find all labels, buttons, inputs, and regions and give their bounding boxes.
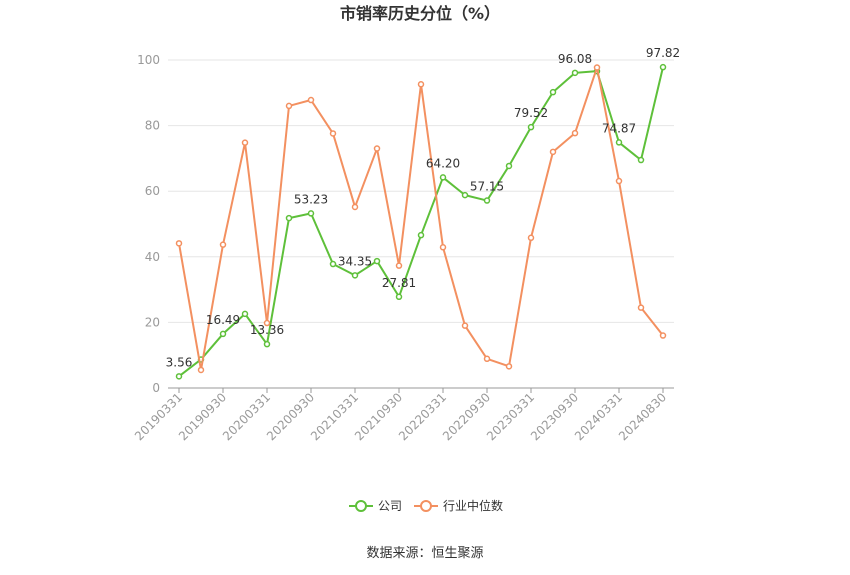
data-point (659, 332, 667, 339)
data-point (307, 96, 315, 104)
y-tick-label: 0 (152, 381, 160, 395)
y-tick-label: 20 (145, 315, 160, 329)
data-point (395, 293, 403, 301)
data-label: 96.08 (558, 52, 592, 66)
data-point (285, 214, 293, 222)
data-point (527, 123, 535, 131)
data-point (637, 156, 645, 164)
data-label: 79.52 (514, 106, 548, 120)
data-point (395, 262, 403, 269)
data-point (417, 231, 425, 239)
data-point (571, 69, 579, 77)
y-axis: 0 20 40 60 80 100 (137, 53, 160, 395)
data-label: 16.49 (206, 313, 240, 327)
data-point (417, 81, 425, 88)
data-point (175, 373, 183, 380)
data-point (593, 64, 601, 71)
data-point (307, 210, 315, 217)
data-point (637, 304, 645, 311)
legend-circle-marker (420, 500, 432, 512)
data-point (175, 240, 183, 247)
data-point (329, 260, 337, 268)
data-point (439, 244, 447, 251)
data-point (549, 88, 557, 96)
chart-title: 市销率历史分位（%） (339, 4, 501, 23)
legend-circle-marker (355, 500, 367, 512)
data-point (241, 139, 249, 146)
data-point (461, 191, 469, 199)
data-point (483, 355, 491, 363)
data-label: 34.35 (338, 254, 372, 268)
data-label: 64.20 (426, 156, 460, 170)
data-source-note: 数据来源：恒生聚源 (366, 546, 484, 561)
data-point (615, 177, 623, 185)
grid-lines (168, 59, 674, 389)
y-tick-label: 40 (145, 250, 160, 264)
data-labels-0: 3.56 16.49 13.36 53.23 34.35 27.81 64.20 57.15 7… (166, 46, 681, 369)
data-label: 53.23 (294, 192, 328, 206)
data-point (439, 174, 447, 181)
data-point (373, 145, 381, 152)
data-point (241, 310, 249, 318)
data-point (219, 241, 227, 248)
y-tick-label: 100 (137, 53, 160, 67)
data-label: 57.15 (470, 180, 504, 194)
series-0 (175, 63, 667, 380)
data-point (373, 257, 381, 265)
series-1 (175, 64, 667, 374)
data-point (549, 148, 557, 156)
legend-item[interactable]: 公司 (349, 499, 402, 513)
data-point (285, 102, 293, 110)
data-point (659, 63, 667, 71)
data-point (197, 366, 205, 374)
data-label: 3.56 (166, 355, 193, 369)
data-point (351, 272, 359, 279)
data-point (505, 363, 513, 370)
data-label: 74.87 (602, 121, 636, 135)
x-axis: 2019033120190930202003312020093020210331… (132, 387, 674, 443)
data-point (263, 340, 271, 348)
data-point (263, 319, 271, 327)
legend-label: 行业中位数 (443, 498, 503, 513)
data-point (219, 330, 227, 338)
data-point (615, 139, 623, 146)
legend-item[interactable]: 行业中位数 (414, 498, 503, 513)
data-point (483, 197, 491, 204)
data-label: 97.82 (646, 46, 680, 60)
data-point (329, 130, 337, 137)
data-point (527, 234, 535, 242)
data-point (351, 203, 359, 211)
data-point (505, 162, 513, 170)
data-label: 27.81 (382, 276, 416, 290)
legend-label: 公司 (378, 499, 402, 513)
data-point (571, 129, 579, 137)
x-tick-label: 20240830 (616, 390, 669, 443)
data-label: 13.36 (250, 323, 284, 337)
data-point (461, 322, 469, 329)
y-tick-label: 80 (145, 119, 160, 133)
legend: 公司 行业中位数 (349, 498, 503, 513)
y-tick-label: 60 (145, 184, 160, 198)
